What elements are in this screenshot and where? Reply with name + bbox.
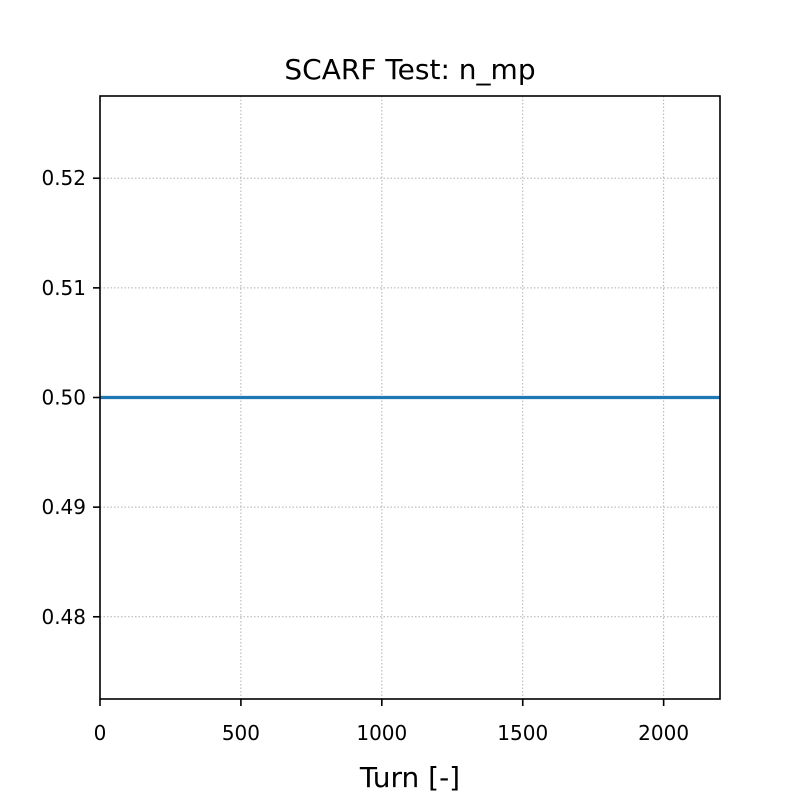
x-tick-label: 1500 <box>497 721 548 745</box>
y-tick-label: 0.48 <box>41 605 86 629</box>
y-tick-label: 0.51 <box>41 276 86 300</box>
chart-title: SCARF Test: n_mp <box>284 53 535 86</box>
x-tick-label: 0 <box>94 721 107 745</box>
x-axis-label: Turn [-] <box>359 761 460 794</box>
y-tick-label: 0.50 <box>41 386 86 410</box>
x-axis: 0 500 1000 1500 2000 <box>94 699 689 745</box>
y-tick-label: 0.49 <box>41 495 86 519</box>
y-tick-label: 0.52 <box>41 166 86 190</box>
x-tick-label: 2000 <box>638 721 689 745</box>
y-axis: 0.48 0.49 0.50 0.51 0.52 <box>41 166 100 629</box>
x-tick-label: 500 <box>222 721 260 745</box>
x-tick-label: 1000 <box>356 721 407 745</box>
